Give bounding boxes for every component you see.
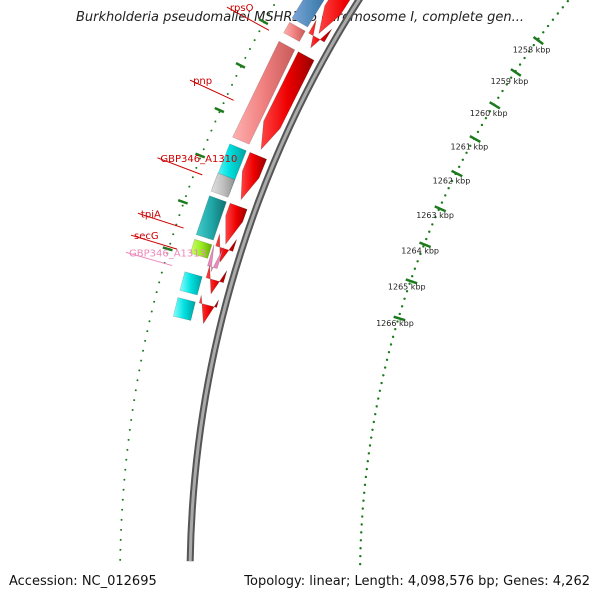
gene-box-grey: [210, 172, 236, 198]
tick-mark: [510, 68, 522, 77]
genome-summary-text: Topology: linear; Length: 4,098,576 bp; …: [244, 574, 590, 589]
gene-box-cyan: [179, 271, 203, 296]
gene-label: tpiA: [141, 209, 161, 220]
tick-mark: [405, 278, 418, 285]
gene-arrow-pink: [207, 244, 224, 272]
gene-box-lime: [190, 238, 213, 259]
tick-label: 1260 kbp: [470, 109, 508, 118]
tick-mark: [419, 241, 432, 249]
label-leader-line: [157, 157, 203, 176]
tick-label: 1263 kbp: [416, 211, 454, 220]
feature-track: [172, 0, 351, 325]
gene-box-cyan: [172, 297, 196, 321]
tick-mark: [532, 36, 544, 46]
gene-label: rpsO: [230, 3, 254, 14]
tick-label: 1266 kbp: [376, 319, 414, 328]
gene-label: pnp: [193, 76, 212, 87]
gene-arrow-red: [260, 51, 315, 151]
gene-label: secG: [134, 231, 159, 242]
outer-tick-mark: [235, 61, 246, 69]
gene-arrow-red: [318, 0, 351, 35]
outer-tick-mark: [214, 106, 225, 114]
gene-arrow-red: [225, 202, 248, 246]
gene-label: GBP346_A1310: [160, 154, 237, 165]
tick-label: 1265 kbp: [388, 282, 426, 291]
label-leader-line: [130, 234, 178, 250]
tick-mark: [393, 315, 406, 322]
outer-tick-mark: [162, 246, 173, 252]
tick-label: 1258 kbp: [513, 45, 551, 54]
tick-label: 1261 kbp: [451, 142, 489, 151]
tick-label: 1264 kbp: [401, 246, 439, 255]
outer-tick-mark: [258, 18, 269, 26]
label-leader-line: [189, 79, 234, 101]
tick-label: 1259 kbp: [491, 77, 529, 86]
label-leader-line: [226, 6, 270, 31]
gene-arrow-red: [308, 19, 333, 49]
tick-ring: 1258 kbp 1259 kbp 1260 kbp 1261 kbp 1262 kbp…: [119, 0, 570, 566]
label-leader-line: [137, 212, 184, 229]
gene-box-steel: [291, 0, 325, 28]
outer-tick-mark: [195, 152, 206, 159]
gene-arrow-red: [240, 151, 268, 201]
tick-mark: [489, 101, 501, 110]
gene-box-pink: [232, 40, 296, 145]
chromosome-backbone: [186, 0, 364, 562]
gene-box-pink: [283, 21, 306, 42]
tick-mark: [469, 135, 481, 144]
gene-label: GBP346_A1313: [129, 248, 206, 259]
tick-mark: [434, 205, 447, 213]
outer-tick-mark: [177, 199, 189, 205]
tick-mark: [451, 169, 463, 178]
gene-box-teal: [195, 195, 227, 241]
label-leader-line: [125, 251, 173, 267]
gene-arrow-red: [205, 265, 228, 295]
tick-label: 1262 kbp: [433, 176, 471, 185]
gene-labels: GBP346_A1306GBP346_A1307rpsOpnpGBP346_A1…: [125, 3, 270, 267]
accession-text: Accession: NC_012695: [9, 574, 157, 589]
gene-arrow-red: [198, 295, 219, 325]
